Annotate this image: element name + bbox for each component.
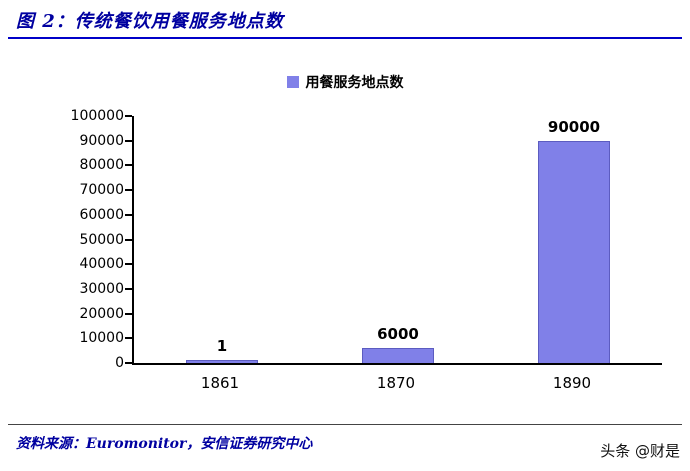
y-tick-mark: [125, 312, 132, 315]
bar-value-label: 6000: [377, 325, 419, 344]
footer-divider: [8, 424, 682, 425]
bar-group: 1: [134, 337, 310, 363]
header-divider: [8, 37, 682, 39]
y-tick-label: 50000: [79, 231, 124, 248]
x-tick-label: 1890: [552, 374, 592, 392]
y-tick-mark: [125, 139, 132, 142]
y-tick-mark: [125, 263, 132, 266]
y-tick-label: 100000: [70, 108, 124, 124]
y-tick-label: 10000: [79, 330, 124, 347]
y-tick-mark: [125, 238, 132, 241]
y-tick-label: 70000: [79, 182, 124, 199]
watermark: 头条 @财是: [600, 442, 680, 460]
y-tick-mark: [125, 189, 132, 192]
y-tick-label: 60000: [79, 206, 124, 223]
y-tick-label: 90000: [79, 132, 124, 149]
source-note: 资料来源：Euromonitor，安信证券研究中心: [16, 436, 313, 452]
y-tick-label: 40000: [79, 256, 124, 273]
y-tick-mark: [125, 362, 132, 364]
y-tick-label: 30000: [79, 280, 124, 297]
x-axis-labels: 1861 1870 1890: [132, 374, 660, 392]
bar: [538, 140, 610, 363]
bar: [362, 348, 434, 363]
figure-title: 图 2：传统餐饮用餐服务地点数: [16, 11, 284, 32]
x-tick-label: 1870: [376, 374, 416, 392]
bar-value-label: 90000: [547, 117, 601, 136]
y-tick-mark: [125, 115, 132, 117]
y-tick-mark: [125, 164, 132, 167]
bar-value-label: 1: [216, 337, 228, 355]
legend-swatch: [286, 76, 299, 88]
y-tick-label: 20000: [79, 305, 124, 322]
y-tick-mark: [125, 287, 132, 290]
y-tick-mark: [125, 337, 132, 340]
plot-area: 0 10000 20000 30000 40000 50000 60000 70000 8000…: [71, 108, 662, 371]
chart-legend: 用餐服务地点数: [0, 72, 690, 92]
x-tick-label: 1861: [200, 374, 240, 392]
bar-group: 90000: [486, 118, 662, 363]
legend-label: 用餐服务地点数: [305, 75, 404, 91]
bar-group: 6000: [310, 325, 486, 363]
y-tick-mark: [125, 213, 132, 216]
bar: [186, 360, 258, 363]
y-tick-label: 0: [115, 355, 124, 371]
y-tick-label: 80000: [79, 157, 124, 174]
